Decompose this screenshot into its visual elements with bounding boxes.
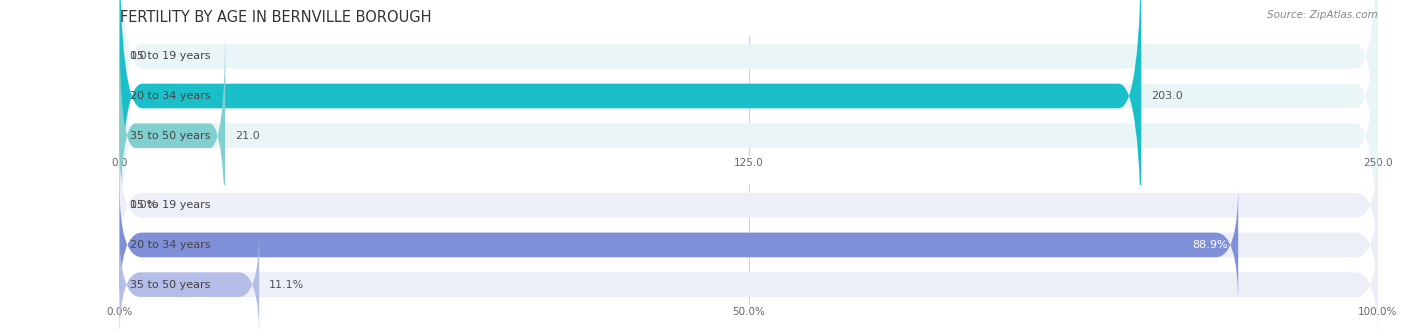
FancyBboxPatch shape bbox=[120, 23, 225, 249]
Text: 15 to 19 years: 15 to 19 years bbox=[129, 200, 209, 210]
FancyBboxPatch shape bbox=[120, 231, 259, 331]
Text: 11.1%: 11.1% bbox=[270, 280, 305, 290]
Text: 20 to 34 years: 20 to 34 years bbox=[129, 91, 211, 101]
Text: 0.0%: 0.0% bbox=[129, 200, 157, 210]
FancyBboxPatch shape bbox=[120, 0, 1378, 302]
FancyBboxPatch shape bbox=[120, 186, 1239, 304]
FancyBboxPatch shape bbox=[120, 0, 1378, 262]
FancyBboxPatch shape bbox=[120, 225, 1378, 331]
Text: Source: ZipAtlas.com: Source: ZipAtlas.com bbox=[1267, 10, 1378, 20]
Text: 0.0: 0.0 bbox=[129, 51, 148, 61]
FancyBboxPatch shape bbox=[120, 186, 1378, 304]
Text: FERTILITY BY AGE IN BERNVILLE BOROUGH: FERTILITY BY AGE IN BERNVILLE BOROUGH bbox=[120, 10, 432, 25]
Text: 203.0: 203.0 bbox=[1152, 91, 1182, 101]
Text: 21.0: 21.0 bbox=[235, 131, 260, 141]
FancyBboxPatch shape bbox=[120, 0, 1378, 223]
Text: 35 to 50 years: 35 to 50 years bbox=[129, 131, 209, 141]
FancyBboxPatch shape bbox=[120, 146, 1378, 264]
Text: 88.9%: 88.9% bbox=[1192, 240, 1227, 250]
Text: 15 to 19 years: 15 to 19 years bbox=[129, 51, 209, 61]
FancyBboxPatch shape bbox=[120, 0, 1142, 262]
Text: 20 to 34 years: 20 to 34 years bbox=[129, 240, 211, 250]
Text: 35 to 50 years: 35 to 50 years bbox=[129, 280, 209, 290]
